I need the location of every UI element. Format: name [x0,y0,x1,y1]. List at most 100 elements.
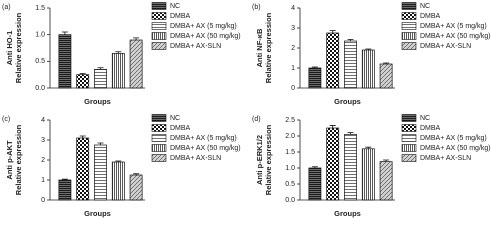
legend-label: DMBA+ AX (50 mg/kg) [420,33,491,40]
y-tick-label: 0.0 [35,85,45,92]
legend-swatch [401,114,417,122]
figure: (a)Anti HO-1 Relative expressionGroups0.0… [2,2,491,218]
legend-swatch [151,124,167,132]
legend-swatch [151,2,167,10]
error-bar [115,51,122,54]
y-tick-label: 4 [41,117,45,124]
legend-swatch [151,12,167,20]
legend-label: DMBA [170,125,191,132]
y-tick-label: 0.5 [285,181,295,188]
bar [58,34,72,89]
y-tick-label: 1 [291,65,295,72]
bar [308,67,322,89]
legend-swatch [151,134,167,142]
legend-label: DMBA+ AX-SLN [420,155,471,162]
legend-label: DMBA [420,13,441,20]
legend-swatch [401,32,417,40]
legend-label: DMBA+ AX-SLN [420,43,471,50]
bar [94,144,107,201]
error-bar [79,135,86,138]
legend-label: NC [170,3,180,10]
y-tick-label: 0.0 [285,197,295,204]
bar [326,32,340,89]
panel-label: (d) [252,116,261,123]
legend-swatch [151,32,167,40]
error-bar [61,31,68,35]
panel-label: (a) [2,4,11,11]
bar [76,74,90,89]
x-axis-label: Groups [84,209,111,218]
x-axis-label: Groups [84,97,111,106]
y-tick-label: 1.0 [35,32,45,39]
legend-label: DMBA+ AX (5 mg/kg) [420,135,487,142]
y-tick-label: 0 [291,85,295,92]
legend-label: DMBA+ AX (50 mg/kg) [170,145,241,152]
legend-swatch [401,154,417,162]
y-axis-label: Anti p-ERK1/2 [255,135,264,185]
bar [111,52,125,89]
error-bar [97,67,104,70]
legend-label: DMBA [170,13,191,20]
legend-swatch [401,134,417,142]
error-bar [311,66,318,68]
bar [379,63,393,89]
error-bar [311,166,318,168]
y-tick-label: 0.5 [35,58,45,65]
y-axis-label: Relative expression [264,12,273,83]
legend-label: DMBA+ AX (5 mg/kg) [170,135,237,142]
y-tick-label: 1 [41,177,45,184]
y-axis-label: Anti p-AKT [5,140,14,180]
legend-label: NC [420,115,430,122]
error-bar [365,146,372,149]
legend-swatch [151,144,167,152]
error-bar [133,37,140,40]
y-axis-label: Anti NF-κB [255,28,264,67]
legend-label: DMBA+ AX-SLN [170,155,221,162]
y-tick-label: 0 [41,197,45,204]
y-tick-label: 1.5 [35,5,45,12]
y-axis-label: Relative expression [14,12,23,83]
page: (a) Anti HO-1 Relative expression Groups 0.0… [2,2,491,218]
y-tick-label: 2 [41,157,45,164]
bar [58,179,72,201]
error-bar [329,125,336,128]
y-tick-label: 1.5 [285,149,295,156]
error-bar [347,39,354,41]
legend-swatch [151,154,167,162]
bar [361,148,375,201]
bar [326,127,340,201]
legend-swatch [401,12,417,20]
legend-swatch [401,22,417,30]
bar [361,49,375,89]
y-axis-label: Relative expression [14,124,23,195]
bar [379,161,393,201]
legend-swatch [151,114,167,122]
legend-swatch [401,42,417,50]
legend-label: DMBA+ AX (5 mg/kg) [170,23,237,30]
error-bar [383,159,390,162]
error-bar [365,48,372,50]
legend-label: DMBA+ AX (50 mg/kg) [170,33,241,40]
y-axis-label: Relative expression [264,124,273,195]
y-tick-label: 2 [291,45,295,52]
y-tick-label: 2.5 [285,117,295,124]
bar [129,39,143,89]
legend-swatch [401,124,417,132]
y-tick-label: 2.0 [285,133,295,140]
x-axis-label: Groups [334,97,361,106]
error-bar [329,30,336,33]
legend-label: DMBA+ AX-SLN [170,43,221,50]
bar [308,167,322,201]
legend-label: DMBA+ AX (5 mg/kg) [420,23,487,30]
panel-label: (c) [2,116,10,123]
y-tick-label: 1.0 [285,165,295,172]
error-bar [79,73,86,75]
legend-label: DMBA [420,125,441,132]
error-bar [61,178,68,180]
error-bar [383,62,390,64]
legend-swatch [401,2,417,10]
error-bar [97,142,104,145]
bar [111,161,125,201]
legend-swatch [151,22,167,30]
legend-swatch [401,144,417,152]
